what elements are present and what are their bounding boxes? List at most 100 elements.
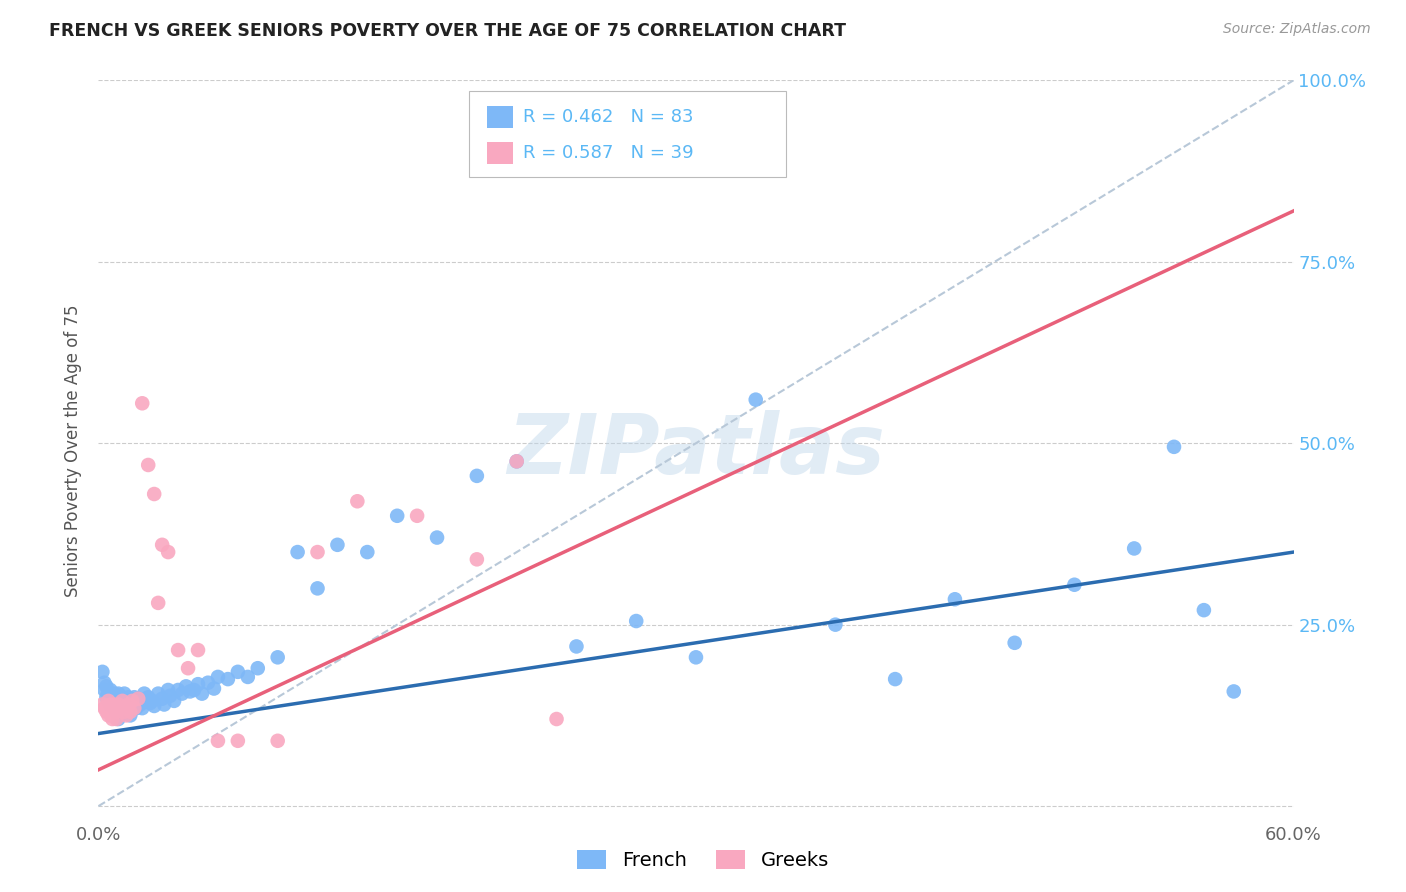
Point xyxy=(101,690,124,705)
Point xyxy=(685,650,707,665)
Point xyxy=(141,694,163,708)
Point xyxy=(226,733,249,747)
Text: Source: ZipAtlas.com: Source: ZipAtlas.com xyxy=(1223,22,1371,37)
Text: FRENCH VS GREEK SENIORS POVERTY OVER THE AGE OF 75 CORRELATION CHART: FRENCH VS GREEK SENIORS POVERTY OVER THE… xyxy=(49,22,846,40)
Point xyxy=(506,454,529,468)
Point xyxy=(150,691,173,706)
Text: R = 0.587   N = 39: R = 0.587 N = 39 xyxy=(523,144,693,161)
Point xyxy=(172,687,194,701)
Point xyxy=(177,661,200,675)
Point xyxy=(153,698,176,712)
Point xyxy=(115,694,138,708)
Point xyxy=(174,679,197,693)
Text: ZIPatlas: ZIPatlas xyxy=(508,410,884,491)
Point xyxy=(426,531,449,545)
Point xyxy=(287,545,309,559)
Point xyxy=(546,712,568,726)
Point xyxy=(110,701,132,715)
Point xyxy=(307,582,329,596)
Point xyxy=(112,687,135,701)
Point xyxy=(163,694,186,708)
Point xyxy=(98,683,122,698)
Point xyxy=(91,698,114,712)
Point xyxy=(1192,603,1215,617)
Point xyxy=(157,545,180,559)
Point xyxy=(117,698,139,712)
Point xyxy=(117,701,139,715)
Point xyxy=(97,694,120,708)
Point xyxy=(187,643,209,657)
Point xyxy=(121,698,143,712)
Point xyxy=(226,665,249,679)
Point xyxy=(346,494,368,508)
Point xyxy=(626,614,648,628)
Point xyxy=(148,596,170,610)
Point xyxy=(884,672,907,686)
Point xyxy=(136,458,159,472)
Point xyxy=(110,701,132,715)
Point xyxy=(112,705,135,719)
Point xyxy=(107,698,129,712)
Point xyxy=(93,701,115,715)
Point xyxy=(824,617,846,632)
Point xyxy=(120,705,142,719)
Point xyxy=(307,545,329,559)
Point xyxy=(121,694,143,708)
Point xyxy=(115,708,138,723)
Point xyxy=(565,640,588,654)
Point xyxy=(105,705,128,719)
Y-axis label: Seniors Poverty Over the Age of 75: Seniors Poverty Over the Age of 75 xyxy=(65,304,83,597)
FancyBboxPatch shape xyxy=(486,106,513,128)
Point xyxy=(1004,636,1026,650)
Point xyxy=(943,592,966,607)
Point xyxy=(207,733,229,747)
Point xyxy=(131,396,153,410)
Point xyxy=(91,665,114,679)
Point xyxy=(111,705,134,719)
Point xyxy=(127,691,149,706)
Point xyxy=(107,712,129,726)
Point xyxy=(129,698,152,712)
Point xyxy=(135,691,157,706)
Point xyxy=(136,690,159,705)
Point xyxy=(111,690,134,705)
Point xyxy=(465,552,488,566)
Point xyxy=(117,690,139,705)
Point xyxy=(1063,578,1085,592)
Legend: French, Greeks: French, Greeks xyxy=(569,842,837,878)
FancyBboxPatch shape xyxy=(486,142,513,164)
Point xyxy=(105,705,128,719)
Point xyxy=(101,712,124,726)
Point xyxy=(97,694,120,708)
Point xyxy=(98,698,122,712)
Point xyxy=(159,689,181,703)
Point xyxy=(326,538,349,552)
Point xyxy=(202,681,225,696)
Point xyxy=(217,672,239,686)
Point xyxy=(139,696,162,710)
Point xyxy=(127,691,149,706)
Point xyxy=(131,701,153,715)
Point xyxy=(111,694,134,708)
Point xyxy=(93,683,115,698)
Point xyxy=(267,650,290,665)
Point xyxy=(406,508,429,523)
Text: R = 0.462   N = 83: R = 0.462 N = 83 xyxy=(523,108,693,127)
Point xyxy=(187,677,209,691)
Point xyxy=(143,487,166,501)
Point xyxy=(103,687,125,701)
Point xyxy=(1163,440,1185,454)
Point xyxy=(105,712,128,726)
Point xyxy=(110,694,132,708)
Point xyxy=(236,670,259,684)
Point xyxy=(101,698,124,712)
Point xyxy=(197,675,219,690)
Point xyxy=(124,701,146,715)
Point xyxy=(107,698,129,712)
Point xyxy=(745,392,768,407)
Point xyxy=(506,454,529,468)
Point xyxy=(179,684,201,698)
Point xyxy=(143,698,166,713)
Point xyxy=(120,708,142,723)
Point xyxy=(134,687,156,701)
